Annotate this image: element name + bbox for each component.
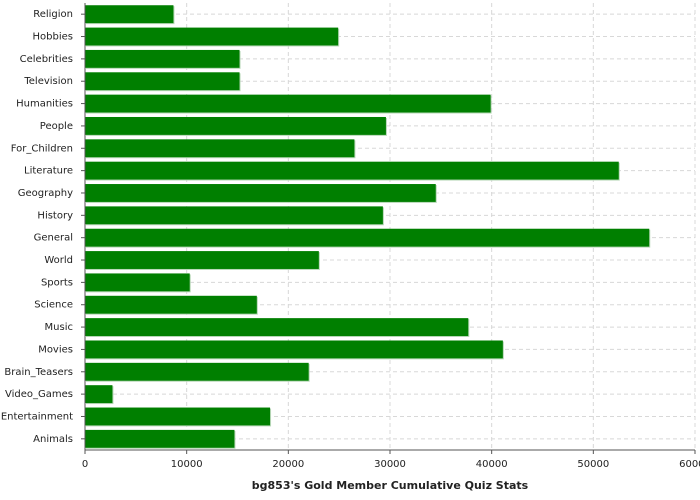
y-tick-label: Religion bbox=[33, 9, 73, 20]
y-tick-label: General bbox=[34, 233, 73, 244]
bar bbox=[85, 273, 190, 292]
y-tick-label: Music bbox=[45, 322, 73, 333]
bar bbox=[85, 49, 240, 68]
y-tick-label: Literature bbox=[24, 166, 73, 177]
bar bbox=[85, 429, 235, 448]
x-tick-label: 40000 bbox=[476, 459, 508, 470]
y-tick-label: Entertainment bbox=[1, 411, 73, 422]
x-tick-label: 0 bbox=[82, 459, 88, 470]
y-tick-label: Video_Games bbox=[5, 389, 73, 400]
y-tick-label: World bbox=[44, 255, 73, 266]
bar bbox=[85, 228, 650, 247]
bar bbox=[85, 295, 257, 314]
bar bbox=[85, 184, 436, 202]
x-tick-label: 20000 bbox=[272, 459, 304, 470]
y-tick-label: Hobbies bbox=[33, 32, 73, 43]
bar bbox=[85, 385, 113, 404]
y-tick-label: Humanities bbox=[16, 99, 73, 110]
bar bbox=[85, 407, 271, 426]
bar bbox=[85, 5, 174, 24]
y-tick-label: Animals bbox=[33, 434, 73, 445]
x-tick-label: 60000 bbox=[679, 459, 700, 470]
bar bbox=[85, 116, 386, 135]
y-tick-label: Science bbox=[34, 300, 73, 311]
x-tick-label: 10000 bbox=[171, 459, 203, 470]
y-tick-label: History bbox=[37, 210, 73, 221]
y-tick-label: Brain_Teasers bbox=[4, 367, 73, 378]
x-tick-label: 50000 bbox=[577, 459, 609, 470]
y-tick-label: Celebrities bbox=[20, 54, 73, 65]
bar bbox=[85, 206, 383, 225]
y-tick-label: For_Children bbox=[11, 143, 73, 154]
y-tick-label: Movies bbox=[38, 344, 73, 355]
bar bbox=[85, 27, 339, 46]
bar bbox=[85, 362, 309, 381]
bar bbox=[85, 251, 319, 269]
bar bbox=[85, 72, 240, 91]
y-tick-label: People bbox=[40, 121, 73, 132]
bar bbox=[85, 161, 619, 180]
bar bbox=[85, 139, 355, 158]
bar bbox=[85, 340, 503, 359]
bar bbox=[85, 318, 469, 337]
y-tick-label: Geography bbox=[18, 188, 73, 199]
bar bbox=[85, 94, 491, 113]
y-tick-label: Television bbox=[23, 76, 73, 87]
y-tick-label: Sports bbox=[41, 277, 73, 288]
x-axis-label: bg853's Gold Member Cumulative Quiz Stat… bbox=[252, 479, 529, 492]
x-tick-label: 30000 bbox=[374, 459, 406, 470]
